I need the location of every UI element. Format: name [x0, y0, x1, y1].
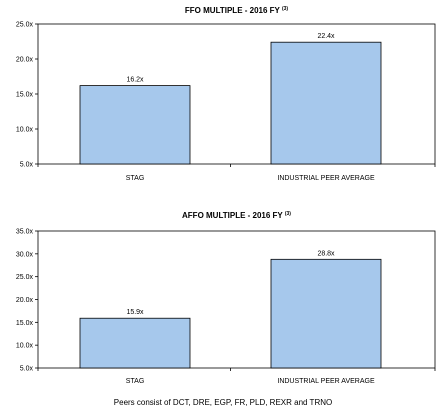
y-tick-label: 15.0x	[16, 92, 34, 99]
y-tick-label: 20.0x	[16, 297, 34, 304]
data-label: 22.4x	[317, 33, 335, 40]
chart-title: AFFO MULTIPLE - 2016 FY (3)	[182, 211, 291, 220]
y-tick-label: 5.0x	[20, 366, 34, 373]
y-tick-label: 20.0x	[16, 57, 34, 64]
category-label: INDUSTRIAL PEER AVERAGE	[277, 175, 375, 182]
y-tick-label: 10.0x	[16, 127, 34, 134]
bar-stag	[79, 317, 191, 369]
category-label: INDUSTRIAL PEER AVERAGE	[277, 378, 375, 385]
chart-2: AFFO MULTIPLE - 2016 FY (3) 5.0x 10.0x 15.0…	[16, 211, 436, 385]
y-tick-label: 15.0x	[16, 320, 34, 327]
y-tick-label: 5.0x	[20, 162, 34, 169]
data-label: 15.9x	[126, 309, 144, 316]
bar-industrial-peer-average	[270, 41, 382, 165]
data-label: 28.8x	[317, 250, 335, 257]
chart-title-note: (3)	[282, 6, 288, 12]
bar-stag	[79, 85, 191, 165]
y-tick-label: 25.0x	[16, 22, 34, 29]
y-tick-label: 25.0x	[16, 274, 34, 281]
data-label: 16.2x	[126, 77, 144, 84]
y-tick-label: 10.0x	[16, 343, 34, 350]
chart-title-note: (3)	[285, 211, 291, 217]
category-label: STAG	[126, 378, 145, 385]
chart-title-text: AFFO MULTIPLE - 2016 FY	[182, 211, 285, 220]
category-label: STAG	[126, 175, 145, 182]
chart-title: FFO MULTIPLE - 2016 FY (3)	[185, 6, 289, 15]
y-tick-label: 35.0x	[16, 229, 34, 236]
bar-industrial-peer-average	[270, 258, 382, 369]
y-tick-label: 30.0x	[16, 251, 34, 258]
chart-title-text: FFO MULTIPLE - 2016 FY	[185, 6, 282, 15]
footnote: Peers consist of DCT, DRE, EGP, FR, PLD,…	[114, 398, 332, 407]
chart-1: FFO MULTIPLE - 2016 FY (3) 5.0x 10.0x 15.0x…	[16, 6, 436, 182]
